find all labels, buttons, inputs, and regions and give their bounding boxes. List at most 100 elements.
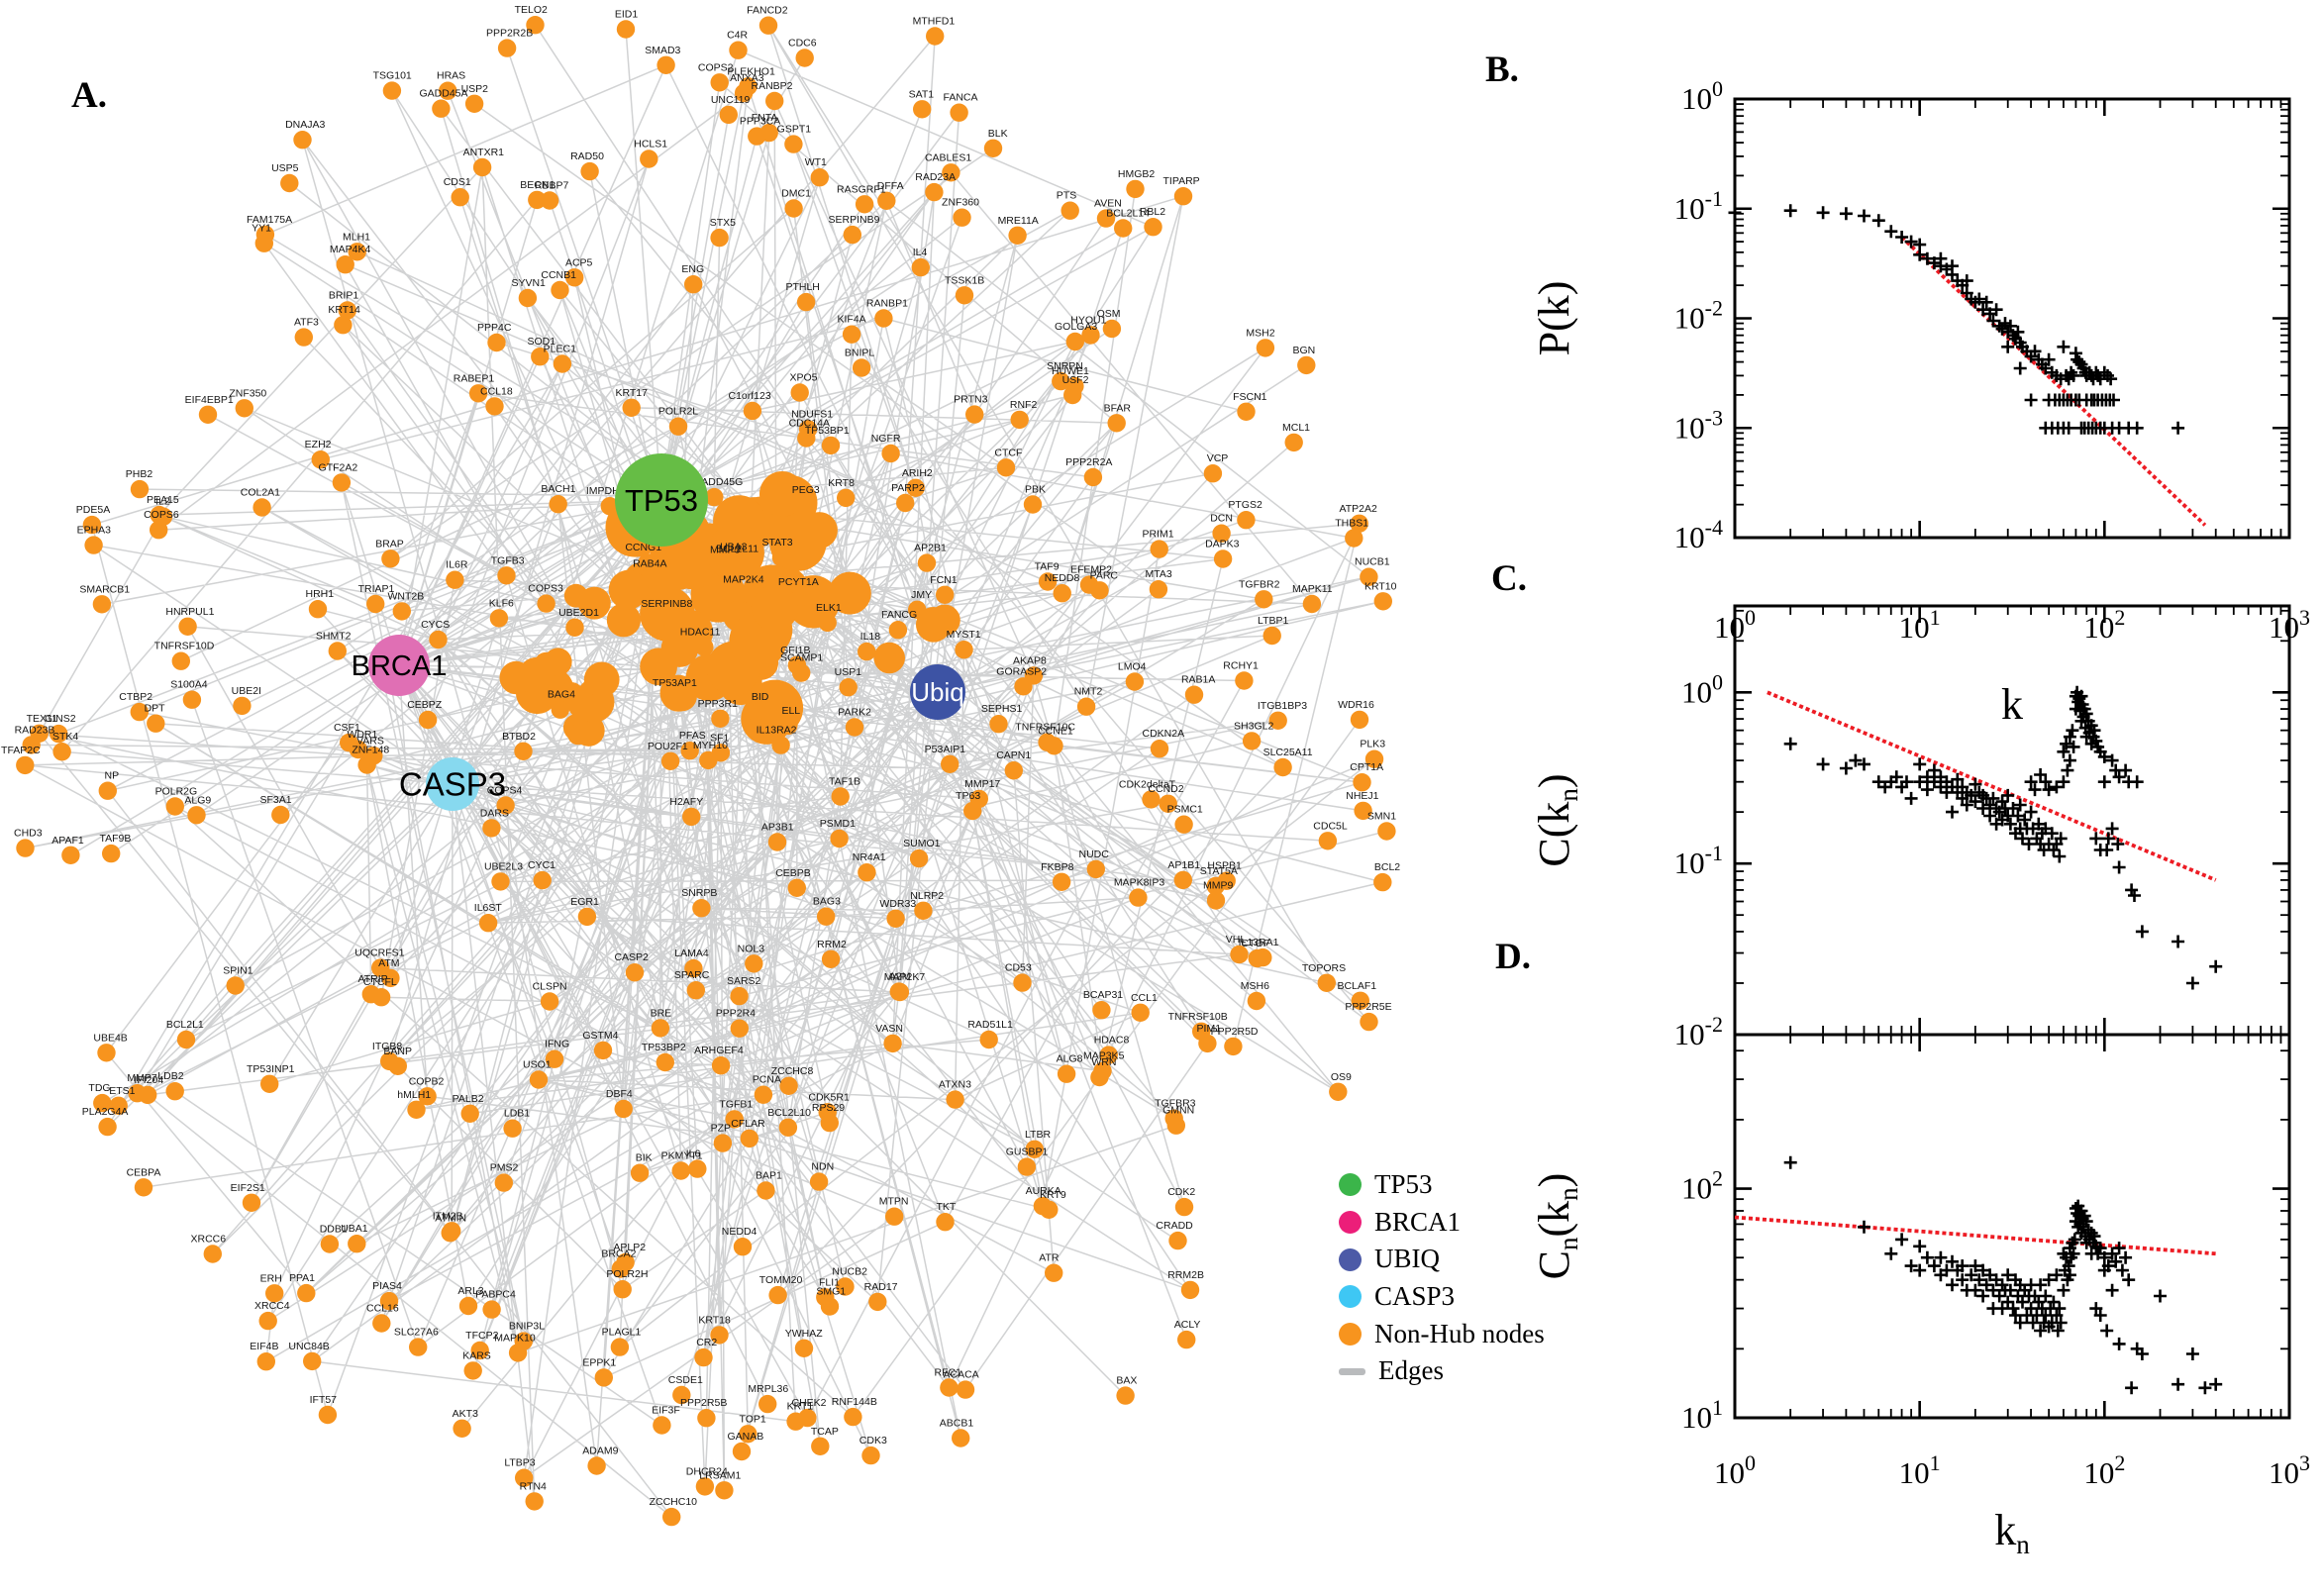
gene-node [443,1222,461,1241]
gene-node [407,1100,426,1120]
gene-node [759,123,778,143]
gene-label: UNC84B [288,1341,329,1352]
gene-node [1174,815,1193,834]
gene-label: RNF144B [832,1396,877,1408]
gene-node [242,1193,261,1213]
gene-label: LAMA4 [674,948,709,959]
gene-label: WRN [1091,1056,1116,1068]
gene-labels-group: USF2 CDC6 COPS6 COPS2 SNRPN CCND2 CDK3 CCNB1 COP… [1,4,1400,1508]
gene-label: STAT3 [762,537,793,549]
svg-text:102: 102 [1681,1166,1723,1206]
gene-node [451,188,469,207]
legend-label: CASP3 [1374,1281,1456,1312]
gene-node [881,444,900,463]
plot-frame [1733,97,2291,540]
gene-label: ATP2A2 [1340,503,1377,515]
gene-label: SLC25A11 [1263,747,1313,758]
gene-node [553,354,572,373]
gene-node [732,1442,752,1461]
gene-label: PRIM1 [1142,529,1173,541]
gene-node [1096,209,1116,228]
gene-node [1150,540,1168,558]
gene-node [1302,594,1322,614]
gene-label: TOP1 [739,1413,765,1425]
gene-node [1360,1012,1378,1032]
gene-node [271,805,290,825]
svg-text:10-1: 10-1 [1674,841,1723,880]
gene-node [940,1378,959,1397]
gene-label: SLC27A6 [394,1327,439,1339]
gene-node [837,488,856,508]
gene-node [1040,1200,1059,1220]
gene-node [779,1076,798,1096]
gene-label: PTS [1057,190,1076,202]
gene-node [255,225,275,245]
gene-node [97,1044,116,1062]
gene-label: PPA1 [289,1272,315,1284]
gene-node [1177,1330,1196,1349]
gene-node [482,819,501,838]
gene-label: H2AFY [669,796,703,808]
gene-label: PARC [1090,569,1119,581]
gene-node [494,1173,513,1192]
gene-label: TDG [88,1082,110,1094]
gene-node [1268,711,1287,730]
gene-label: EPPK1 [582,1356,616,1368]
gene-label: KRT9 [1040,1189,1066,1201]
y-axis-label: C(kn) [1530,773,1583,866]
gene-node [98,1117,117,1137]
gene-node [594,1368,613,1387]
svg-text:10-1: 10-1 [1674,186,1723,226]
gene-node [616,1252,635,1272]
powerlaw-fit-line [1900,236,2207,527]
gene-node [786,1412,805,1431]
gene-label: AP3B1 [761,822,794,834]
gene-node [1255,590,1273,609]
gene-node [622,398,641,417]
gene-label: MYH10 [693,740,728,751]
gene-label: UNC119 [711,94,751,106]
gene-node [1008,226,1027,245]
gene-label: AP2B1 [914,543,947,554]
gene-label: CDKN2A [1142,728,1184,740]
gene-label: COPB2 [409,1075,445,1087]
gene-node [926,27,945,46]
gene-label: GFI1B [780,645,810,656]
gene-label: XPO5 [789,372,817,384]
gene-label: FANCA [943,92,977,104]
gene-node [16,755,35,775]
gene-label: SH3GL2 [1234,720,1273,732]
gene-label: BID [752,691,769,703]
gene-node [381,549,400,568]
gene-node [1237,511,1256,530]
gene-node [784,199,803,218]
gene-label: RAD51L1 [967,1019,1013,1031]
gene-node [256,1352,275,1371]
gene-label: DCN [1210,513,1233,525]
gene-node [818,613,837,633]
gene-label: LTBP1 [1258,615,1288,627]
svg-text:100: 100 [1714,1450,1756,1490]
axis-ticks [1733,1035,2291,1420]
gene-label: RAD23A [915,171,956,183]
gene-node [364,747,383,765]
gene-node [1057,1064,1076,1083]
gene-node [348,243,366,261]
gene-label: ARL3 [457,1285,483,1297]
gene-label: CSDE1 [668,1374,703,1386]
gene-node [680,742,699,760]
gene-label: SHMT2 [316,631,352,643]
gene-label: RAD50 [570,150,604,162]
gene-label: TOMM20 [759,1274,803,1286]
gene-node [318,1405,338,1425]
gene-label: IFT57 [310,1394,338,1406]
gene-label: COPS3 [528,583,563,595]
gene-node [747,702,765,722]
gene-label: EIF4B [250,1341,278,1352]
gene-label: TP53BP2 [642,1042,686,1053]
gene-node [936,585,955,604]
gene-label: BANP [383,1046,412,1057]
gene-label: PLK3 [1360,739,1385,750]
axis-ticks [1733,97,2291,540]
gene-label: PTGS2 [1228,499,1262,511]
